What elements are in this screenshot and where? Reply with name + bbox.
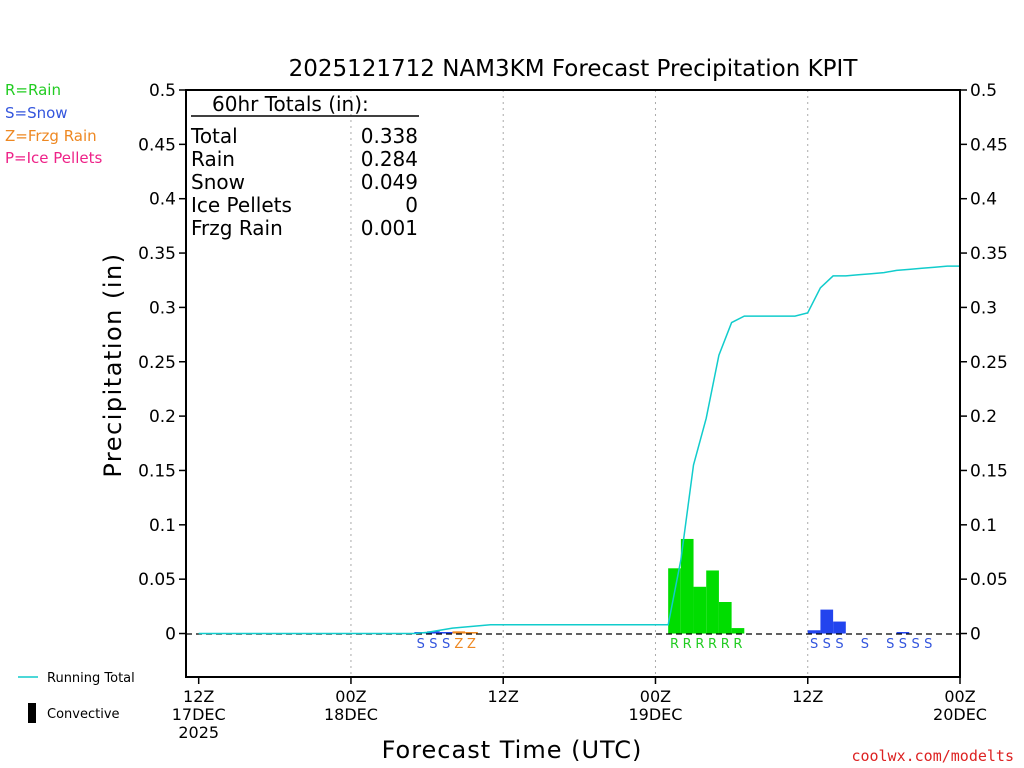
y-tick-label-left-10: 0 xyxy=(165,625,176,645)
type-label-5: R xyxy=(670,637,679,652)
y-tick-label-left-0: 0.5 xyxy=(149,81,176,101)
legend-convective-swatch xyxy=(28,703,36,723)
totals-value-0: 0.338 xyxy=(361,124,418,148)
precip-bar-5 xyxy=(668,568,681,634)
x-tick-label-5-1: 20DEC xyxy=(933,705,987,724)
precip-bar-6 xyxy=(680,538,694,634)
type-label-17: S xyxy=(911,637,919,652)
precip-bar-12 xyxy=(820,609,834,634)
y-tick-label-left-3: 0.35 xyxy=(138,244,176,264)
y-tick-label-left-7: 0.15 xyxy=(138,461,176,481)
precip-bar-1 xyxy=(427,631,440,634)
x-tick-label-0-0: 12Z xyxy=(183,687,214,706)
grid-lines xyxy=(350,90,809,677)
totals-label-1: Rain xyxy=(191,147,235,171)
y-tick-label-right-2: 0.4 xyxy=(970,190,997,210)
precip-type-legend: R=Rain S=Snow Z=Frzg Rain P=Ice Pellets xyxy=(5,81,102,167)
legend-frzg-rain: Z=Frzg Rain xyxy=(5,127,97,145)
type-label-13: S xyxy=(835,637,843,652)
y-tick-label-right-7: 0.15 xyxy=(970,461,1008,481)
y-tick-label-right-4: 0.3 xyxy=(970,298,997,318)
precip-bar-3 xyxy=(452,631,466,634)
precip-bar-8 xyxy=(706,570,719,634)
y-tick-label-right-10: 0 xyxy=(970,625,981,645)
type-label-6: R xyxy=(683,637,692,652)
precip-bar-9 xyxy=(718,601,732,634)
totals-value-3: 0 xyxy=(405,193,418,217)
y-tick-label-left-5: 0.25 xyxy=(138,353,176,373)
y-tick-label-right-0: 0.5 xyxy=(970,81,997,101)
legend-convective: Convective xyxy=(47,707,120,722)
x-tick-label-3-0: 00Z xyxy=(640,687,671,706)
type-label-10: R xyxy=(733,637,742,652)
y-tick-label-left-4: 0.3 xyxy=(149,298,176,318)
precip-bar-16 xyxy=(896,632,910,634)
type-label-12: S xyxy=(823,637,831,652)
precip-bar-10 xyxy=(731,628,745,634)
totals-box: 60hr Totals (in): Total 0.338 Rain 0.284 Sno… xyxy=(190,92,419,240)
type-label-14: S xyxy=(861,637,869,652)
precip-bar-13 xyxy=(833,621,846,634)
totals-header: 60hr Totals (in): xyxy=(212,92,369,116)
totals-label-4: Frzg Rain xyxy=(191,216,283,240)
totals-value-2: 0.049 xyxy=(361,170,418,194)
type-label-8: R xyxy=(708,637,717,652)
legend-rain: R=Rain xyxy=(5,81,61,99)
series-legend: Running Total Convective xyxy=(18,671,135,723)
totals-value-4: 0.001 xyxy=(361,216,418,240)
running-total-line xyxy=(198,265,960,635)
y-tick-label-left-2: 0.4 xyxy=(149,190,176,210)
x-tick-label-1-0: 00Z xyxy=(335,687,366,706)
y-tick-label-left-9: 0.05 xyxy=(138,570,176,590)
y-tick-label-right-8: 0.1 xyxy=(970,516,997,536)
x-tick-label-0-1: 17DEC xyxy=(172,705,226,724)
type-label-7: R xyxy=(695,637,704,652)
precip-bar-4 xyxy=(465,632,478,634)
credit-text: coolwx.com/modelts xyxy=(851,747,1014,765)
type-label-15: S xyxy=(886,637,894,652)
totals-value-1: 0.284 xyxy=(361,147,418,171)
x-tick-label-1-1: 18DEC xyxy=(324,705,378,724)
precip-bar-7 xyxy=(693,586,707,634)
y-tick-label-right-6: 0.2 xyxy=(970,407,997,427)
precip-bar-2 xyxy=(439,632,453,634)
type-label-18: S xyxy=(924,637,932,652)
plot-frame xyxy=(185,89,961,678)
type-label-0: S xyxy=(417,637,425,652)
y-tick-label-right-5: 0.25 xyxy=(970,353,1008,373)
y-axis-ticks: 0.5 0.5 0.45 0.45 0.4 0.4 0.35 0.35 0.3 0.3 0.25 0.… xyxy=(138,81,1008,645)
legend-ice-pellets: P=Ice Pellets xyxy=(5,149,102,167)
type-label-4: Z xyxy=(467,637,476,652)
type-label-3: Z xyxy=(454,637,463,652)
type-label-2: S xyxy=(442,637,450,652)
y-axis-label: Precipitation (in) xyxy=(99,252,127,477)
y-tick-label-left-1: 0.45 xyxy=(138,135,176,155)
x-tick-label-3-1: 19DEC xyxy=(628,705,682,724)
totals-label-2: Snow xyxy=(191,170,245,194)
legend-running-total: Running Total xyxy=(47,671,135,686)
x-tick-label-5-0: 00Z xyxy=(944,687,975,706)
type-label-9: R xyxy=(721,637,730,652)
y-tick-label-right-9: 0.05 xyxy=(970,570,1008,590)
x-tick-label-0-2: 2025 xyxy=(178,723,219,742)
y-tick-label-left-6: 0.2 xyxy=(149,407,176,427)
type-label-16: S xyxy=(899,637,907,652)
x-tick-label-4-0: 12Z xyxy=(792,687,823,706)
x-axis-label: Forecast Time (UTC) xyxy=(382,736,643,764)
chart-title: 2025121712 NAM3KM Forecast Precipitation… xyxy=(289,56,859,82)
totals-label-0: Total xyxy=(190,124,238,148)
precip-bar-11 xyxy=(807,630,821,634)
type-label-1: S xyxy=(429,637,437,652)
precip-bars xyxy=(414,538,910,634)
y-tick-label-right-1: 0.45 xyxy=(970,135,1008,155)
y-tick-label-right-3: 0.35 xyxy=(970,244,1008,264)
type-label-11: S xyxy=(810,637,818,652)
totals-label-3: Ice Pellets xyxy=(191,193,292,217)
legend-snow: S=Snow xyxy=(5,104,68,122)
y-tick-label-left-8: 0.1 xyxy=(149,516,176,536)
x-tick-label-2-0: 12Z xyxy=(488,687,519,706)
